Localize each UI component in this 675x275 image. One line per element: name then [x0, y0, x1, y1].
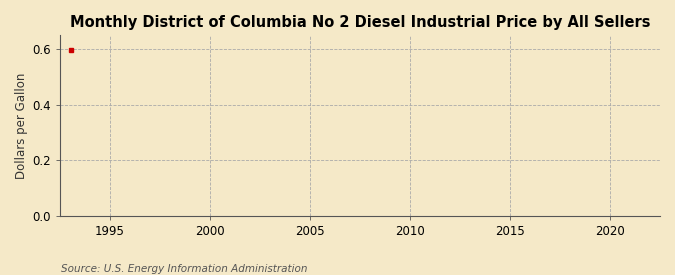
Title: Monthly District of Columbia No 2 Diesel Industrial Price by All Sellers: Monthly District of Columbia No 2 Diesel… [70, 15, 650, 30]
Y-axis label: Dollars per Gallon: Dollars per Gallon [15, 73, 28, 179]
Text: Source: U.S. Energy Information Administration: Source: U.S. Energy Information Administ… [61, 264, 307, 274]
